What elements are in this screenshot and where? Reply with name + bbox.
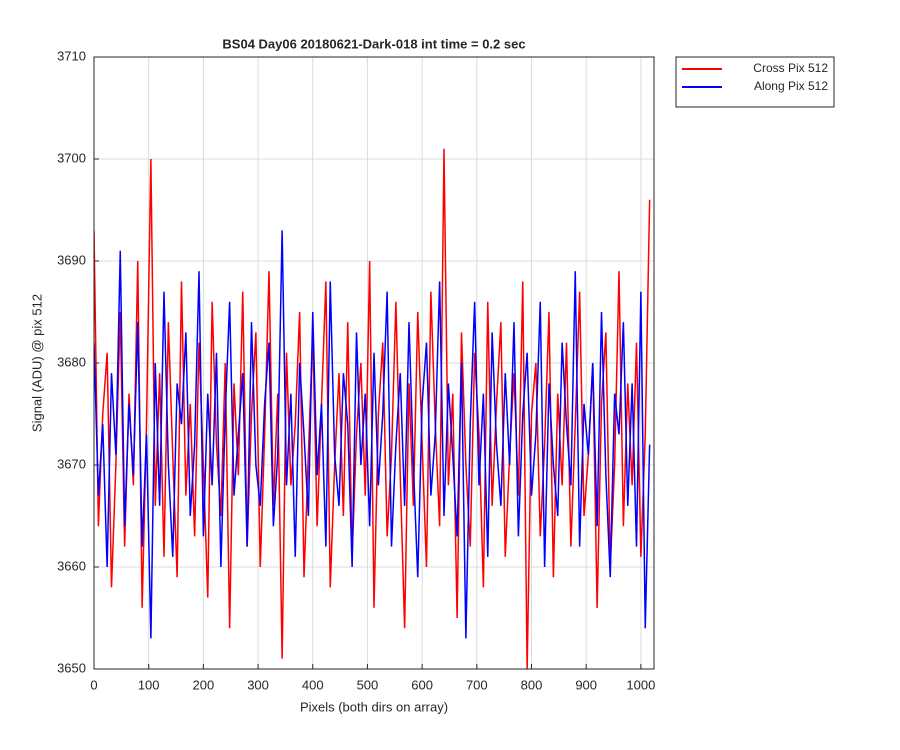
y-tick-label: 3670 bbox=[57, 456, 86, 471]
x-tick-label: 600 bbox=[411, 677, 433, 692]
legend-box bbox=[675, 56, 835, 108]
x-tick-label: 900 bbox=[575, 677, 597, 692]
plot-frame bbox=[93, 56, 655, 670]
x-tick-label: 800 bbox=[521, 677, 543, 692]
y-tick-label: 3660 bbox=[57, 558, 86, 573]
x-tick-label: 400 bbox=[302, 677, 324, 692]
y-axis-label: Signal (ADU) @ pix 512 bbox=[29, 294, 44, 432]
legend-label: Cross Pix 512 bbox=[753, 61, 828, 75]
legend-label: Along Pix 512 bbox=[754, 79, 828, 93]
y-tick-label: 3650 bbox=[57, 660, 86, 675]
x-axis-label: Pixels (both dirs on array) bbox=[300, 699, 448, 714]
series-line bbox=[94, 230, 651, 639]
x-tick-label: 1000 bbox=[626, 677, 655, 692]
x-tick-label: 700 bbox=[466, 677, 488, 692]
y-tick-label: 3690 bbox=[57, 252, 86, 267]
x-tick-label: 0 bbox=[90, 677, 97, 692]
y-tick-label: 3710 bbox=[57, 48, 86, 63]
y-tick-label: 3680 bbox=[57, 354, 86, 369]
x-tick-label: 100 bbox=[138, 677, 160, 692]
y-tick-label: 3700 bbox=[57, 150, 86, 165]
chart-title: BS04 Day06 20180621-Dark-018 int time = … bbox=[222, 36, 525, 51]
x-tick-label: 300 bbox=[247, 677, 269, 692]
x-tick-label: 200 bbox=[193, 677, 215, 692]
x-tick-label: 500 bbox=[357, 677, 379, 692]
